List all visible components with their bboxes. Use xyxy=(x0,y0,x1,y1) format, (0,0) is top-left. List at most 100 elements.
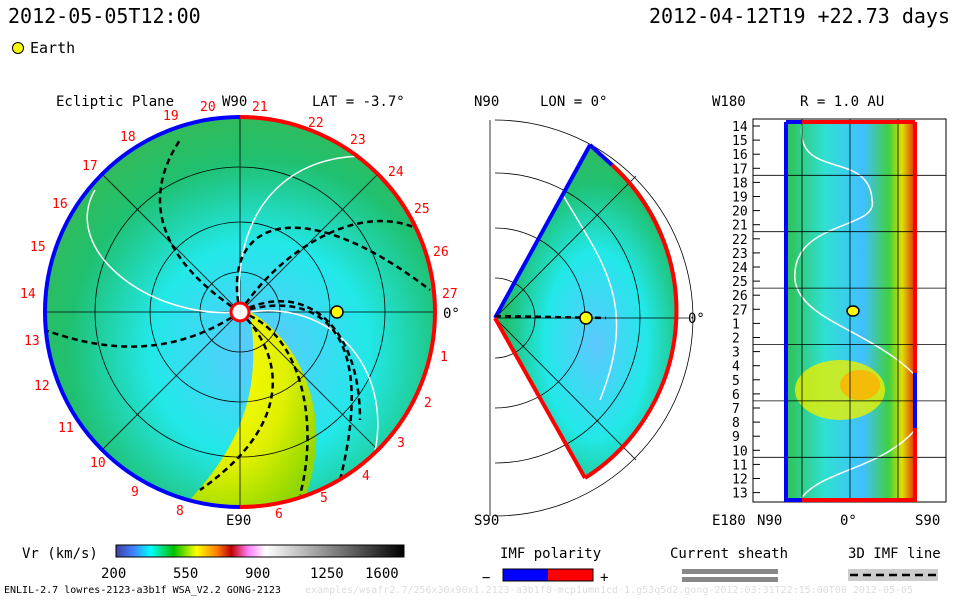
ecliptic-title: Ecliptic Plane xyxy=(56,94,174,110)
meridional-lon-label: LON = 0° xyxy=(540,94,607,110)
rotation-tick-label: 8 xyxy=(176,504,184,519)
rotation-tick-label: 12 xyxy=(34,379,50,394)
current-sheath-legend: Current sheath xyxy=(670,546,788,582)
r-1au-panel: W180 R = 1.0 AU E180 N90 0° S90 14151617… xyxy=(712,94,947,529)
imf-line-label: 3D IMF line xyxy=(848,546,941,562)
rotation-tick-label: 13 xyxy=(24,334,40,349)
rotation-tick-label: 9 xyxy=(131,485,139,500)
row-label: 5 xyxy=(732,374,740,389)
negative-swatch xyxy=(503,569,548,581)
ecliptic-plane-panel: Ecliptic Plane W90 E90 LAT = -3.7° 0° 19… xyxy=(20,94,460,529)
rotation-tick-label: 22 xyxy=(308,116,324,131)
row-label: 20 xyxy=(732,205,748,220)
row-label: 10 xyxy=(732,444,748,459)
ecliptic-lat-label: LAT = -3.7° xyxy=(312,94,405,110)
r-1au-title: R = 1.0 AU xyxy=(800,94,884,110)
row-label: 13 xyxy=(732,487,748,502)
positive-swatch xyxy=(548,569,593,581)
r-1au-bottom-left: E180 xyxy=(712,513,746,529)
colorbar-tick: 550 xyxy=(173,566,198,582)
imf-field-lines xyxy=(45,139,431,496)
imf-minus: − xyxy=(482,570,490,586)
row-label: 26 xyxy=(732,289,748,304)
x-tick-n90: N90 xyxy=(757,513,782,529)
colorbar: Vr (km/s) 200 550 900 1250 1600 xyxy=(22,544,405,582)
imf-polarity-legend: IMF polarity − + xyxy=(482,546,608,586)
earth-label: Earth xyxy=(30,39,76,57)
meridional-right-label: 0° xyxy=(688,311,705,327)
row-label: 1 xyxy=(732,317,740,332)
meridional-panel: N90 LON = 0° S90 0° xyxy=(474,94,705,529)
run-path: examples/wsafr2.7/256x30x90x1.2123-a3b1f… xyxy=(305,585,914,596)
ecliptic-top-label: W90 xyxy=(222,94,247,110)
rotation-tick-label: 1 xyxy=(440,350,448,365)
earth-legend: Earth xyxy=(12,39,75,57)
rotation-tick-label: 6 xyxy=(275,507,283,522)
rotation-tick-label: 16 xyxy=(52,197,68,212)
row-label: 15 xyxy=(732,134,748,149)
earth-marker xyxy=(330,305,344,319)
ecliptic-bottom-label: E90 xyxy=(226,513,251,529)
row-label: 2 xyxy=(732,332,740,347)
elapsed-time: 2012-04-12T19 +22.73 days xyxy=(649,4,950,28)
row-label: 16 xyxy=(732,148,748,163)
row-label: 25 xyxy=(732,275,748,290)
row-label: 17 xyxy=(732,162,748,177)
row-label: 23 xyxy=(732,247,748,262)
row-label: 7 xyxy=(732,402,740,417)
rotation-tick-label: 4 xyxy=(362,469,370,484)
ecliptic-right-label: 0° xyxy=(443,306,460,322)
row-label: 18 xyxy=(732,176,748,191)
rotation-tick-label: 2 xyxy=(424,396,432,411)
x-tick-0: 0° xyxy=(840,513,857,529)
row-label: 9 xyxy=(732,430,740,445)
rotation-tick-label: 18 xyxy=(120,130,136,145)
imf-line-legend: 3D IMF line xyxy=(848,546,941,581)
rotation-tick-label: 17 xyxy=(82,159,98,174)
rotation-tick-label: 19 xyxy=(163,109,179,124)
sun-icon xyxy=(229,301,251,323)
meridional-bottom-label: S90 xyxy=(474,513,499,529)
row-label: 22 xyxy=(732,233,748,248)
row-label: 19 xyxy=(732,191,748,206)
rotation-tick-label: 26 xyxy=(433,245,449,260)
rotation-tick-label: 14 xyxy=(20,287,36,302)
colorbar-tick: 200 xyxy=(101,566,126,582)
rotation-tick-label: 24 xyxy=(388,165,404,180)
meridional-grid xyxy=(489,119,694,517)
earth-marker-1au xyxy=(846,305,860,317)
row-label: 6 xyxy=(732,388,740,403)
rotation-tick-label: 27 xyxy=(442,287,458,302)
row-label: 14 xyxy=(732,120,748,135)
r-1au-row-labels: 1415161718192021222324252627123456789101… xyxy=(732,120,760,502)
colorbar-tick: 900 xyxy=(245,566,270,582)
rotation-tick-label: 5 xyxy=(320,491,328,506)
colorbar-tick: 1600 xyxy=(365,566,399,582)
rotation-tick-label: 25 xyxy=(414,202,430,217)
rotation-tick-label: 10 xyxy=(90,456,106,471)
row-label: 4 xyxy=(732,360,740,375)
rotation-tick-label: 23 xyxy=(350,133,366,148)
start-time: 2012-04-12T19 xyxy=(648,4,806,28)
meridional-top-label: N90 xyxy=(474,94,499,110)
rotation-tick-label: 11 xyxy=(58,421,74,436)
simulation-time: 2012-05-05T12:00 xyxy=(8,4,201,28)
run-info: ENLIL-2.7 lowres-2123-a3b1f WSA_V2.2 GON… xyxy=(4,585,281,596)
colorbar-label: Vr (km/s) xyxy=(22,546,98,562)
earth-marker-meridional xyxy=(579,311,593,325)
rotation-tick-label: 15 xyxy=(30,240,46,255)
imf-polarity-label: IMF polarity xyxy=(500,546,601,562)
row-label: 12 xyxy=(732,473,748,488)
earth-icon xyxy=(12,42,24,54)
current-sheath-label: Current sheath xyxy=(670,546,788,562)
rotation-tick-label: 20 xyxy=(200,100,216,115)
row-label: 24 xyxy=(732,261,748,276)
elapsed-days: +22.73 days xyxy=(817,4,950,28)
x-tick-s90: S90 xyxy=(915,513,940,529)
imf-plus: + xyxy=(600,570,608,586)
row-label: 27 xyxy=(732,303,748,318)
row-label: 11 xyxy=(732,458,748,473)
row-label: 8 xyxy=(732,416,740,431)
